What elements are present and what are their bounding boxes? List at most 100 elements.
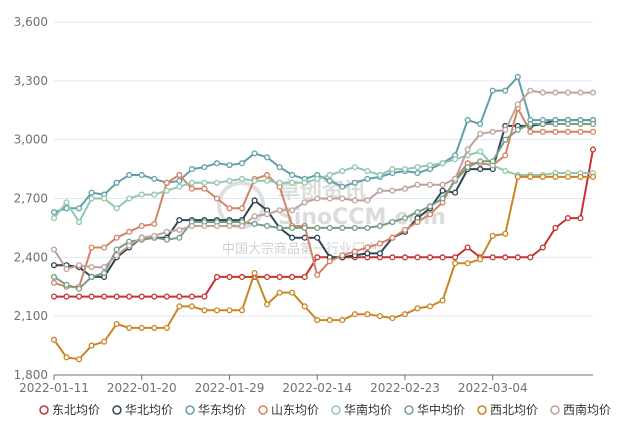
data-point[interactable] — [226, 273, 233, 280]
data-point[interactable] — [126, 242, 133, 249]
data-point[interactable] — [151, 220, 158, 228]
data-point[interactable] — [113, 234, 120, 241]
data-point[interactable] — [126, 293, 133, 300]
data-point[interactable] — [389, 218, 396, 226]
data-point[interactable] — [50, 336, 58, 343]
data-point[interactable] — [401, 166, 409, 173]
data-point[interactable] — [113, 293, 120, 300]
data-point[interactable] — [326, 177, 333, 184]
data-point[interactable] — [176, 183, 183, 190]
data-point[interactable] — [464, 146, 471, 153]
data-point[interactable] — [289, 224, 296, 231]
data-point[interactable] — [314, 175, 321, 182]
data-point[interactable] — [176, 303, 183, 310]
data-point[interactable] — [314, 195, 321, 202]
data-point[interactable] — [138, 171, 145, 179]
data-point[interactable] — [364, 197, 371, 204]
data-point[interactable] — [301, 199, 308, 206]
data-point[interactable] — [326, 171, 333, 179]
data-point[interactable] — [389, 315, 396, 322]
data-point[interactable] — [63, 281, 70, 288]
data-point[interactable] — [238, 175, 246, 182]
data-point[interactable] — [514, 126, 521, 133]
data-point[interactable] — [88, 264, 95, 271]
data-point[interactable] — [539, 244, 546, 251]
data-point[interactable] — [151, 232, 158, 239]
data-point[interactable] — [376, 250, 383, 257]
data-point[interactable] — [477, 158, 484, 165]
data-point[interactable] — [564, 215, 571, 222]
data-point[interactable] — [289, 234, 296, 241]
data-point[interactable] — [276, 207, 283, 214]
data-point[interactable] — [76, 205, 83, 212]
data-point[interactable] — [276, 224, 283, 231]
data-point[interactable] — [276, 289, 283, 296]
data-point[interactable] — [151, 191, 158, 198]
data-point[interactable] — [101, 244, 108, 251]
data-point[interactable] — [351, 197, 358, 204]
data-point[interactable] — [176, 217, 183, 224]
data-point[interactable] — [201, 185, 208, 192]
data-point[interactable] — [276, 179, 283, 186]
data-point[interactable] — [188, 293, 195, 300]
data-point[interactable] — [138, 191, 145, 198]
data-point[interactable] — [502, 230, 509, 237]
data-point[interactable] — [314, 234, 321, 241]
data-point[interactable] — [88, 195, 95, 202]
data-point[interactable] — [201, 179, 208, 186]
data-point[interactable] — [452, 175, 459, 182]
data-point[interactable] — [502, 167, 509, 175]
data-point[interactable] — [63, 205, 70, 212]
data-point[interactable] — [264, 177, 271, 184]
data-point[interactable] — [176, 226, 183, 233]
data-point[interactable] — [101, 338, 108, 345]
data-point[interactable] — [50, 279, 58, 286]
data-point[interactable] — [213, 222, 221, 230]
data-point[interactable] — [452, 189, 459, 196]
data-point[interactable] — [88, 244, 95, 251]
data-point[interactable] — [564, 173, 571, 180]
data-point[interactable] — [138, 324, 145, 331]
data-point[interactable] — [76, 262, 83, 269]
data-point[interactable] — [213, 160, 221, 167]
data-point[interactable] — [238, 307, 246, 314]
data-point[interactable] — [113, 179, 120, 186]
data-point[interactable] — [138, 234, 145, 241]
data-point[interactable] — [552, 120, 559, 128]
data-point[interactable] — [577, 120, 584, 128]
data-point[interactable] — [339, 167, 346, 175]
data-point[interactable] — [527, 87, 534, 94]
data-point[interactable] — [502, 152, 509, 159]
data-point[interactable] — [264, 211, 271, 218]
data-point[interactable] — [401, 215, 409, 222]
data-point[interactable] — [163, 187, 170, 194]
legend-item[interactable]: 西北均价 — [477, 403, 538, 417]
data-point[interactable] — [176, 177, 183, 184]
data-point[interactable] — [276, 273, 283, 280]
data-point[interactable] — [514, 101, 521, 108]
data-point[interactable] — [401, 226, 409, 233]
data-point[interactable] — [464, 164, 471, 171]
data-point[interactable] — [101, 269, 108, 277]
data-point[interactable] — [502, 136, 509, 143]
data-point[interactable] — [201, 293, 208, 300]
data-point[interactable] — [314, 224, 321, 231]
data-point[interactable] — [364, 250, 371, 257]
data-point[interactable] — [376, 240, 383, 247]
data-point[interactable] — [389, 234, 396, 241]
data-point[interactable] — [452, 254, 459, 261]
data-point[interactable] — [339, 224, 346, 231]
data-point[interactable] — [326, 224, 333, 231]
data-point[interactable] — [88, 293, 95, 300]
data-point[interactable] — [176, 293, 183, 300]
data-point[interactable] — [101, 264, 108, 271]
data-point[interactable] — [301, 179, 308, 186]
data-point[interactable] — [201, 164, 208, 171]
data-point[interactable] — [414, 209, 421, 216]
legend-item[interactable]: 华北均价 — [112, 403, 173, 417]
data-point[interactable] — [163, 293, 170, 300]
data-point[interactable] — [188, 179, 195, 186]
data-point[interactable] — [364, 244, 371, 251]
data-point[interactable] — [213, 307, 221, 314]
data-point[interactable] — [477, 130, 484, 137]
